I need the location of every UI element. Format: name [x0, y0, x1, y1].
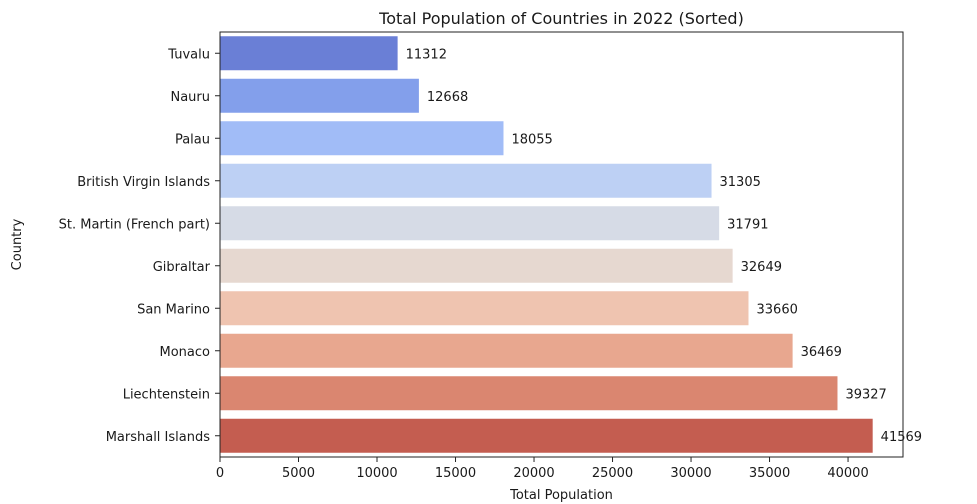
bar-liechtenstein — [220, 376, 838, 411]
y-tick-label: Liechtenstein — [123, 387, 210, 402]
y-tick-label: St. Martin (French part) — [59, 217, 210, 232]
x-tick-label: 30000 — [670, 466, 711, 481]
data-label: 36469 — [801, 345, 842, 360]
y-ticks-layer: Tuvalu Nauru Palau British Virgin Islands St… — [59, 47, 220, 445]
x-tick-label: 40000 — [827, 466, 868, 481]
data-label: 31305 — [720, 175, 761, 190]
data-label: 31791 — [727, 217, 768, 232]
data-label: 18055 — [511, 132, 552, 147]
x-tick-label: 0 — [216, 466, 224, 481]
data-label: 41569 — [881, 430, 922, 445]
x-tick-label: 15000 — [435, 466, 476, 481]
bar-nauru — [220, 78, 419, 113]
bar-monaco — [220, 333, 793, 368]
bar-marshall-islands — [220, 418, 873, 453]
y-tick-label: Nauru — [170, 90, 210, 105]
data-labels-layer: 11312 12668 18055 31305 31791 32649 33660 36469… — [406, 47, 922, 445]
y-tick-label: Tuvalu — [167, 47, 210, 62]
plot-frame — [219, 31, 904, 458]
y-tick-label: Monaco — [160, 345, 211, 360]
y-axis-label: Country — [10, 218, 25, 270]
x-ticks-layer: 0 5000 10000 15000 20000 25000 30000 35000 40000 — [216, 457, 869, 481]
bar-palau — [220, 121, 504, 156]
y-tick-label: Palau — [175, 132, 210, 147]
bar-gibraltar — [220, 248, 733, 283]
x-tick-label: 20000 — [513, 466, 554, 481]
x-tick-label: 5000 — [282, 466, 315, 481]
y-tick-label: Marshall Islands — [106, 430, 211, 445]
x-axis-label: Total Population — [509, 488, 613, 503]
y-tick-label: British Virgin Islands — [77, 175, 210, 190]
bar-british-virgin-islands — [220, 163, 712, 198]
data-label: 32649 — [741, 260, 782, 275]
data-label: 12668 — [427, 90, 468, 105]
chart-title: Total Population of Countries in 2022 (S… — [378, 9, 744, 28]
data-label: 39327 — [845, 387, 886, 402]
data-label: 11312 — [406, 47, 447, 62]
bar-tuvalu — [220, 36, 398, 71]
x-tick-label: 25000 — [592, 466, 633, 481]
x-tick-label: 10000 — [356, 466, 397, 481]
bars-layer — [220, 36, 873, 453]
bar-st-martin-french-part — [220, 206, 720, 241]
x-tick-label: 35000 — [749, 466, 790, 481]
y-tick-label: San Marino — [137, 302, 210, 317]
bar-san-marino — [220, 291, 749, 326]
y-tick-label: Gibraltar — [153, 260, 211, 275]
data-label: 33660 — [757, 302, 798, 317]
